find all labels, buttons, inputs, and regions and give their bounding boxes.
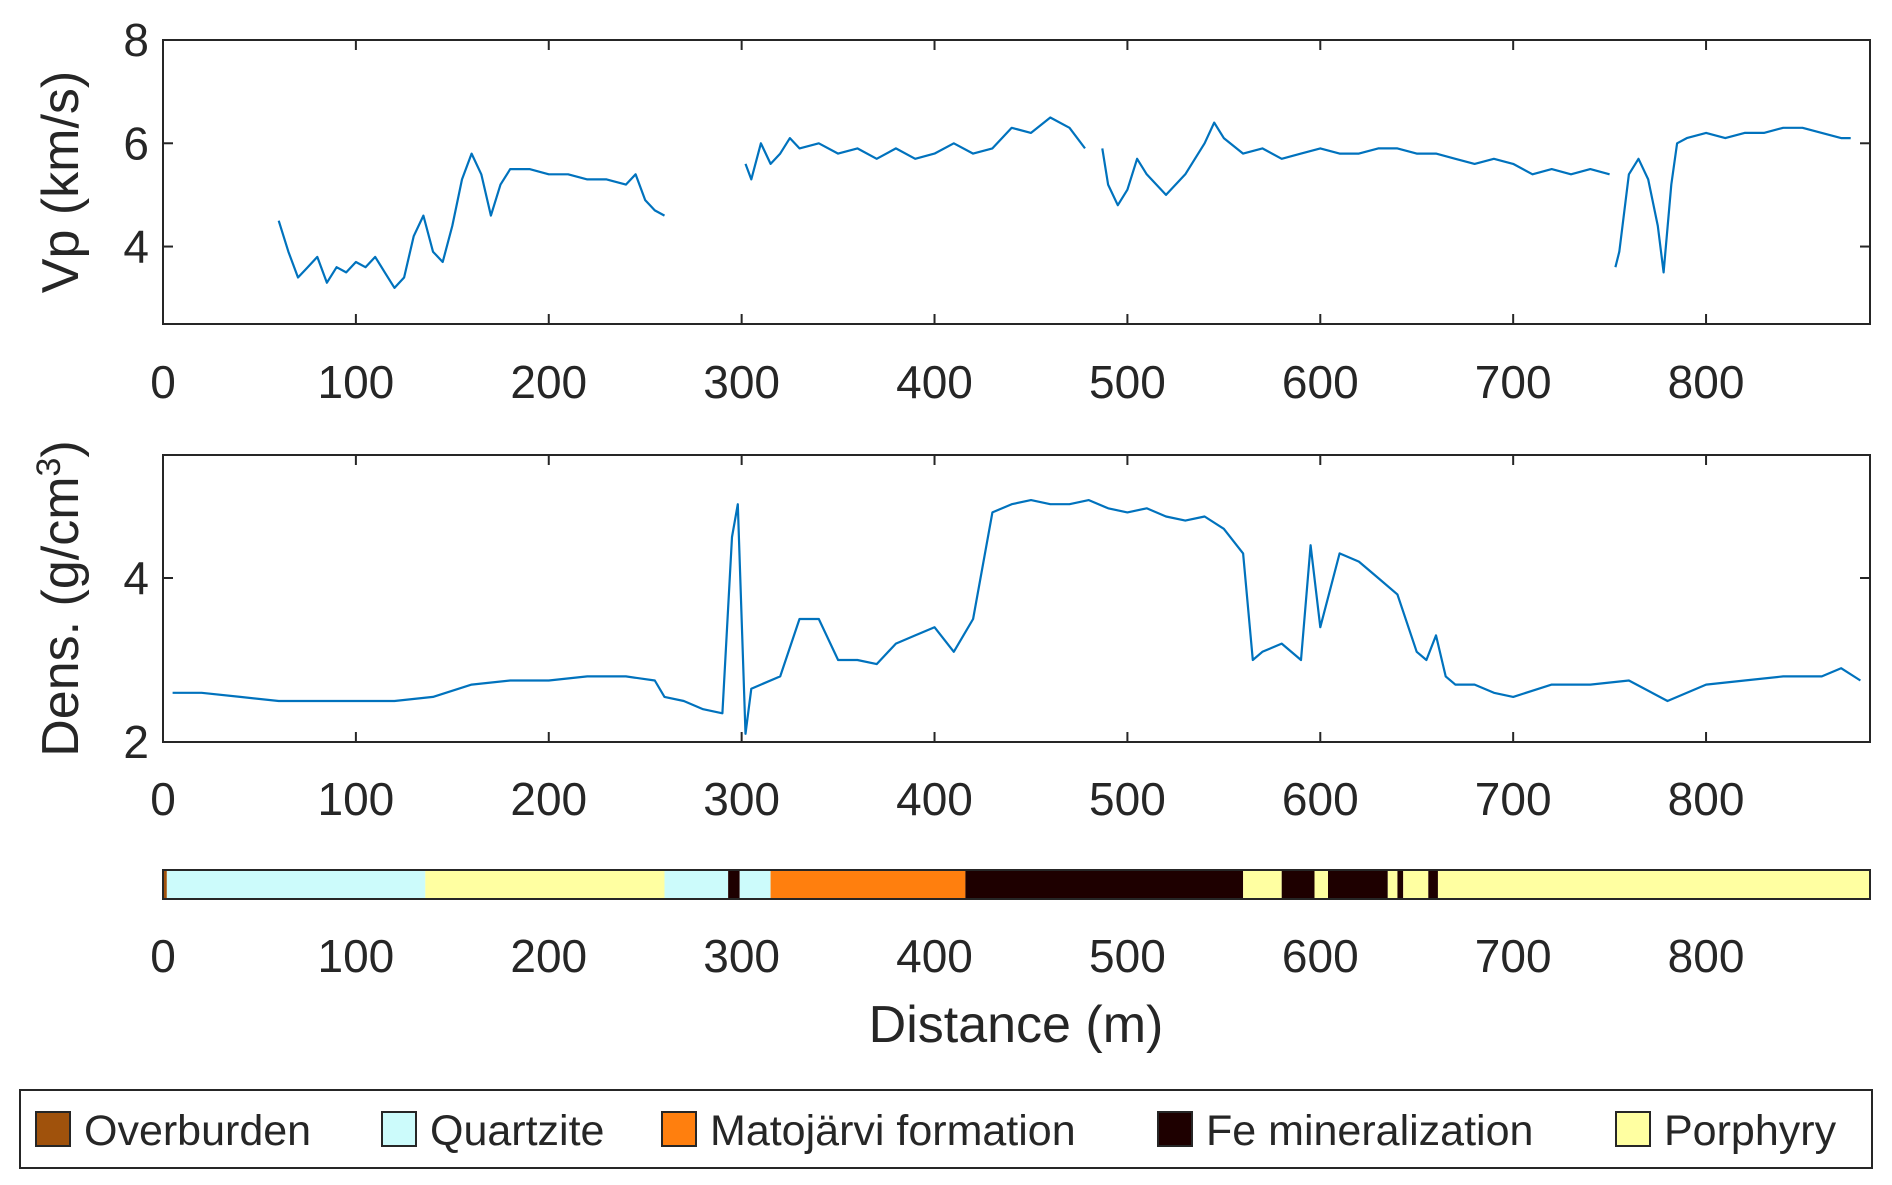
density-y-axis-title-tail: ) (32, 440, 90, 457)
vp-series-line-segment (277, 152, 666, 289)
vp-axes-frame (162, 39, 1871, 325)
lithology-x-tick-label: 0 (150, 930, 176, 982)
density-x-tick-label: 100 (318, 773, 395, 825)
lithology-x-tick-group: 0 100 200 300 400 500 600 700 800 (150, 930, 1744, 982)
lithology-interval (425, 870, 665, 899)
vp-x-tick-label: 300 (703, 356, 780, 408)
vp-series-line-segment (744, 116, 1086, 181)
vp-y-tick-label: 8 (123, 14, 149, 66)
vp-y-tick-label: 6 (123, 117, 149, 169)
density-x-tick-label: 400 (896, 773, 973, 825)
lithology-interval (1243, 870, 1282, 899)
lithology-panel: 0 100 200 300 400 500 600 700 800 Distance (m) (150, 869, 1871, 1054)
lithology-interval (1328, 870, 1388, 899)
density-x-tick-label: 600 (1282, 773, 1359, 825)
density-x-tick-label: 200 (510, 773, 587, 825)
lithology-x-tick-label: 200 (510, 930, 587, 982)
lithology-interval (166, 870, 426, 899)
density-y-tick-group: 24 (123, 552, 1870, 768)
vp-x-tick-label: 200 (510, 356, 587, 408)
density-x-tick-group: 0 100 200 300 400 500 600 700 800 (150, 455, 1744, 825)
lithology-interval-group (163, 870, 1870, 899)
lithology-interval (965, 870, 1244, 899)
vp-series-line-segment (1614, 126, 1851, 274)
lithology-x-tick-label: 500 (1089, 930, 1166, 982)
vp-y-tick-group: 4 6 8 (123, 14, 1870, 273)
lithology-interval (1281, 870, 1315, 899)
vp-series-line-group (277, 116, 1851, 289)
legend: Overburden Quartzite Matojärvi formation Fe… (19, 1089, 1873, 1169)
lithology-interval (1428, 870, 1438, 899)
lithology-interval (664, 870, 729, 899)
density-panel: 0 100 200 300 400 500 600 700 800 24 Dens. (g/cm… (30, 440, 1871, 825)
density-y-tick-label: 4 (123, 552, 149, 604)
legend-swatch (381, 1111, 417, 1147)
legend-swatch (1157, 1111, 1193, 1147)
lithology-interval (1397, 870, 1404, 899)
vp-x-tick-label: 500 (1089, 356, 1166, 408)
legend-box (19, 1089, 1873, 1169)
lithology-x-tick-label: 700 (1475, 930, 1552, 982)
density-axes-frame (162, 454, 1871, 743)
lithology-interval (728, 870, 740, 899)
lithology-x-tick-label: 100 (318, 930, 395, 982)
lithology-x-tick-label: 300 (703, 930, 780, 982)
vp-y-axis-title: Vp (km/s) (32, 71, 90, 293)
legend-swatch (35, 1111, 71, 1147)
lithology-interval (739, 870, 771, 899)
lithology-interval (1437, 870, 1870, 899)
lithology-interval (163, 870, 167, 899)
density-y-axis-title-main: Dens. (g/cm (32, 476, 90, 756)
lithology-x-tick-label: 600 (1282, 930, 1359, 982)
legend-label: Fe mineralization (1206, 1107, 1533, 1155)
legend-label: Porphyry (1664, 1107, 1837, 1155)
vp-x-tick-label: 700 (1475, 356, 1552, 408)
density-x-tick-label: 800 (1668, 773, 1745, 825)
lithology-x-tick-label: 400 (896, 930, 973, 982)
lithology-interval (1314, 870, 1329, 899)
x-axis-title: Distance (m) (869, 996, 1164, 1054)
lithology-strip-frame (162, 869, 1871, 900)
vp-x-tick-label: 0 (150, 356, 176, 408)
density-y-axis-title: Dens. (g/cm3) (30, 440, 90, 757)
lithology-interval (770, 870, 966, 899)
density-x-tick-label: 700 (1475, 773, 1552, 825)
density-series-line-group (172, 499, 1861, 735)
density-x-tick-label: 0 (150, 773, 176, 825)
legend-swatch (1615, 1111, 1651, 1147)
legend-label: Matojärvi formation (710, 1107, 1076, 1155)
lithology-interval (1387, 870, 1398, 899)
legend-label: Overburden (84, 1107, 311, 1155)
vp-x-tick-label: 800 (1668, 356, 1745, 408)
density-series-line (172, 499, 1861, 735)
legend-label: Quartzite (430, 1107, 604, 1155)
legend-items: Overburden Quartzite Matojärvi formation Fe… (35, 1107, 1837, 1155)
density-x-tick-label: 500 (1089, 773, 1166, 825)
vp-series-line-segment (1101, 121, 1610, 207)
density-y-axis-title-superscript: 3 (30, 458, 68, 477)
vp-x-tick-label: 100 (318, 356, 395, 408)
density-x-tick-label: 300 (703, 773, 780, 825)
legend-swatch (661, 1111, 697, 1147)
vp-y-tick-label: 4 (123, 221, 149, 273)
density-y-tick-label: 2 (123, 716, 149, 768)
vp-x-tick-label: 600 (1282, 356, 1359, 408)
vp-x-tick-group: 0 100 200 300 400 500 600 700 800 (150, 40, 1744, 408)
lithology-interval (1403, 870, 1429, 899)
vp-x-tick-label: 400 (896, 356, 973, 408)
lithology-x-tick-label: 800 (1668, 930, 1745, 982)
